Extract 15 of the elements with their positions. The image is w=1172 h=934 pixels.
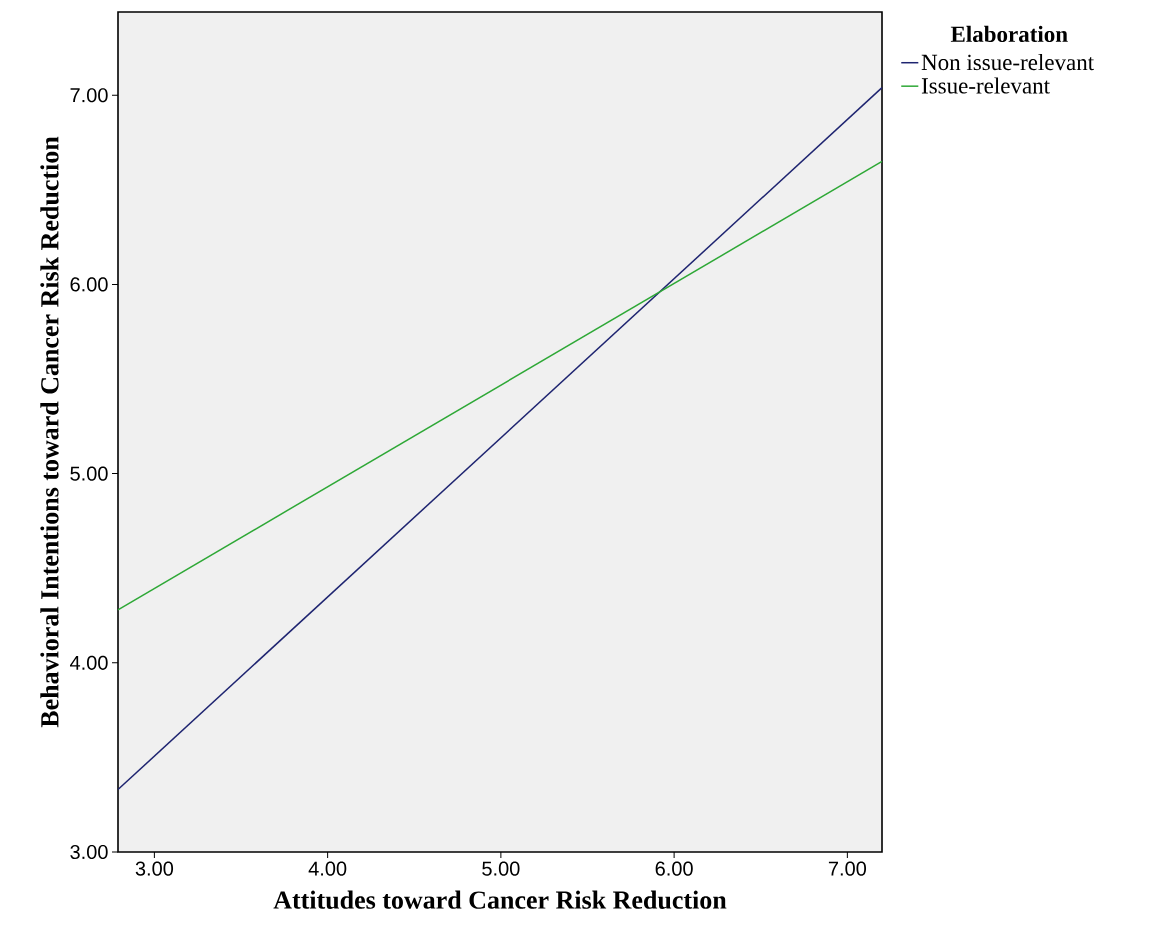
- x-tick-label: 4.00: [308, 861, 347, 876]
- legend-label: Non issue-relevant: [921, 53, 1094, 71]
- y-tick-label: 7.00: [70, 88, 108, 103]
- y-axis-title: Behavioral Intentions toward Cancer Risk Reduction: [40, 136, 59, 728]
- y-tick-label: 6.00: [70, 277, 108, 292]
- legend-label: Issue-relevant: [921, 77, 1050, 94]
- y-tick-label: 5.00: [70, 466, 108, 481]
- x-axis-title: Attitudes toward Cancer Risk Reduction: [273, 890, 727, 909]
- legend-title: Elaboration: [950, 25, 1068, 43]
- y-tick-label: 4.00: [70, 655, 108, 670]
- x-tick-label: 6.00: [655, 861, 693, 876]
- y-tick-label: 3.00: [70, 844, 108, 860]
- x-tick-label: 3.00: [135, 861, 174, 876]
- x-tick-label: 7.00: [828, 861, 867, 876]
- x-tick-label: 5.00: [482, 861, 520, 876]
